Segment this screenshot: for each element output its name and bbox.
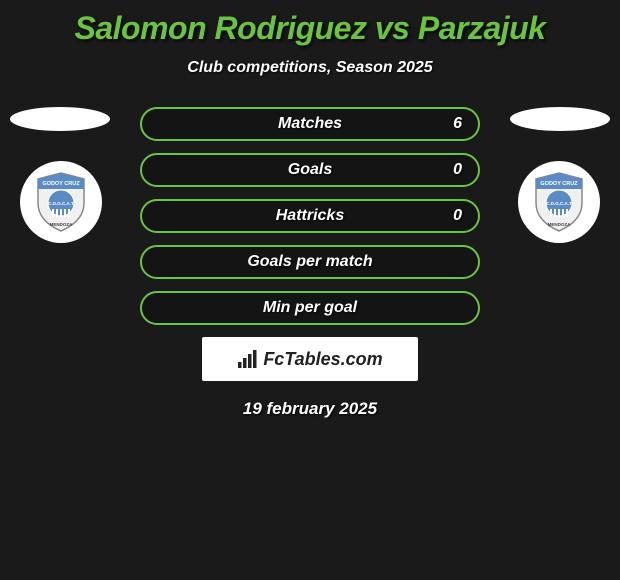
svg-text:MENDOZA: MENDOZA xyxy=(548,222,571,227)
shield-icon: GODOY CRUZ C.D.G.C.A.T MENDOZA xyxy=(532,171,586,233)
stat-label: Hattricks xyxy=(276,207,344,225)
stat-value-right: 0 xyxy=(453,161,462,179)
stat-row-min-per-goal: Min per goal xyxy=(140,291,480,325)
comparison-title: Salomon Rodriguez vs Parzajuk xyxy=(0,0,620,47)
club-badge-right: GODOY CRUZ C.D.G.C.A.T MENDOZA xyxy=(518,161,600,243)
stat-row-hattricks: Hattricks 0 xyxy=(140,199,480,233)
comparison-content: GODOY CRUZ C.D.G.C.A.T MENDOZA GODOY CRU… xyxy=(0,107,620,419)
comparison-date: 19 february 2025 xyxy=(0,399,620,419)
club-badge-left: GODOY CRUZ C.D.G.C.A.T MENDOZA xyxy=(20,161,102,243)
stat-row-matches: Matches 6 xyxy=(140,107,480,141)
comparison-subtitle: Club competitions, Season 2025 xyxy=(0,59,620,77)
svg-text:C.D.G.C.A.T: C.D.G.C.A.T xyxy=(48,201,74,206)
stat-value-right: 6 xyxy=(453,115,462,133)
stat-rows-container: Matches 6 Goals 0 Hattricks 0 Goals per … xyxy=(140,107,480,325)
svg-text:GODOY CRUZ: GODOY CRUZ xyxy=(540,181,578,187)
svg-text:GODOY CRUZ: GODOY CRUZ xyxy=(42,181,80,187)
stat-label: Goals per match xyxy=(247,253,372,271)
player-right-marker xyxy=(510,107,610,131)
stat-label: Goals xyxy=(288,161,332,179)
stat-label: Matches xyxy=(278,115,342,133)
svg-text:C.D.G.C.A.T: C.D.G.C.A.T xyxy=(546,201,572,206)
stat-value-right: 0 xyxy=(453,207,462,225)
stat-label: Min per goal xyxy=(263,299,357,317)
brand-name: FcTables.com xyxy=(263,349,382,370)
stat-row-goals-per-match: Goals per match xyxy=(140,245,480,279)
svg-text:MENDOZA: MENDOZA xyxy=(50,222,73,227)
player-left-marker xyxy=(10,107,110,131)
stat-row-goals: Goals 0 xyxy=(140,153,480,187)
shield-icon: GODOY CRUZ C.D.G.C.A.T MENDOZA xyxy=(34,171,88,233)
bar-chart-icon xyxy=(237,349,257,369)
brand-box: FcTables.com xyxy=(202,337,418,381)
